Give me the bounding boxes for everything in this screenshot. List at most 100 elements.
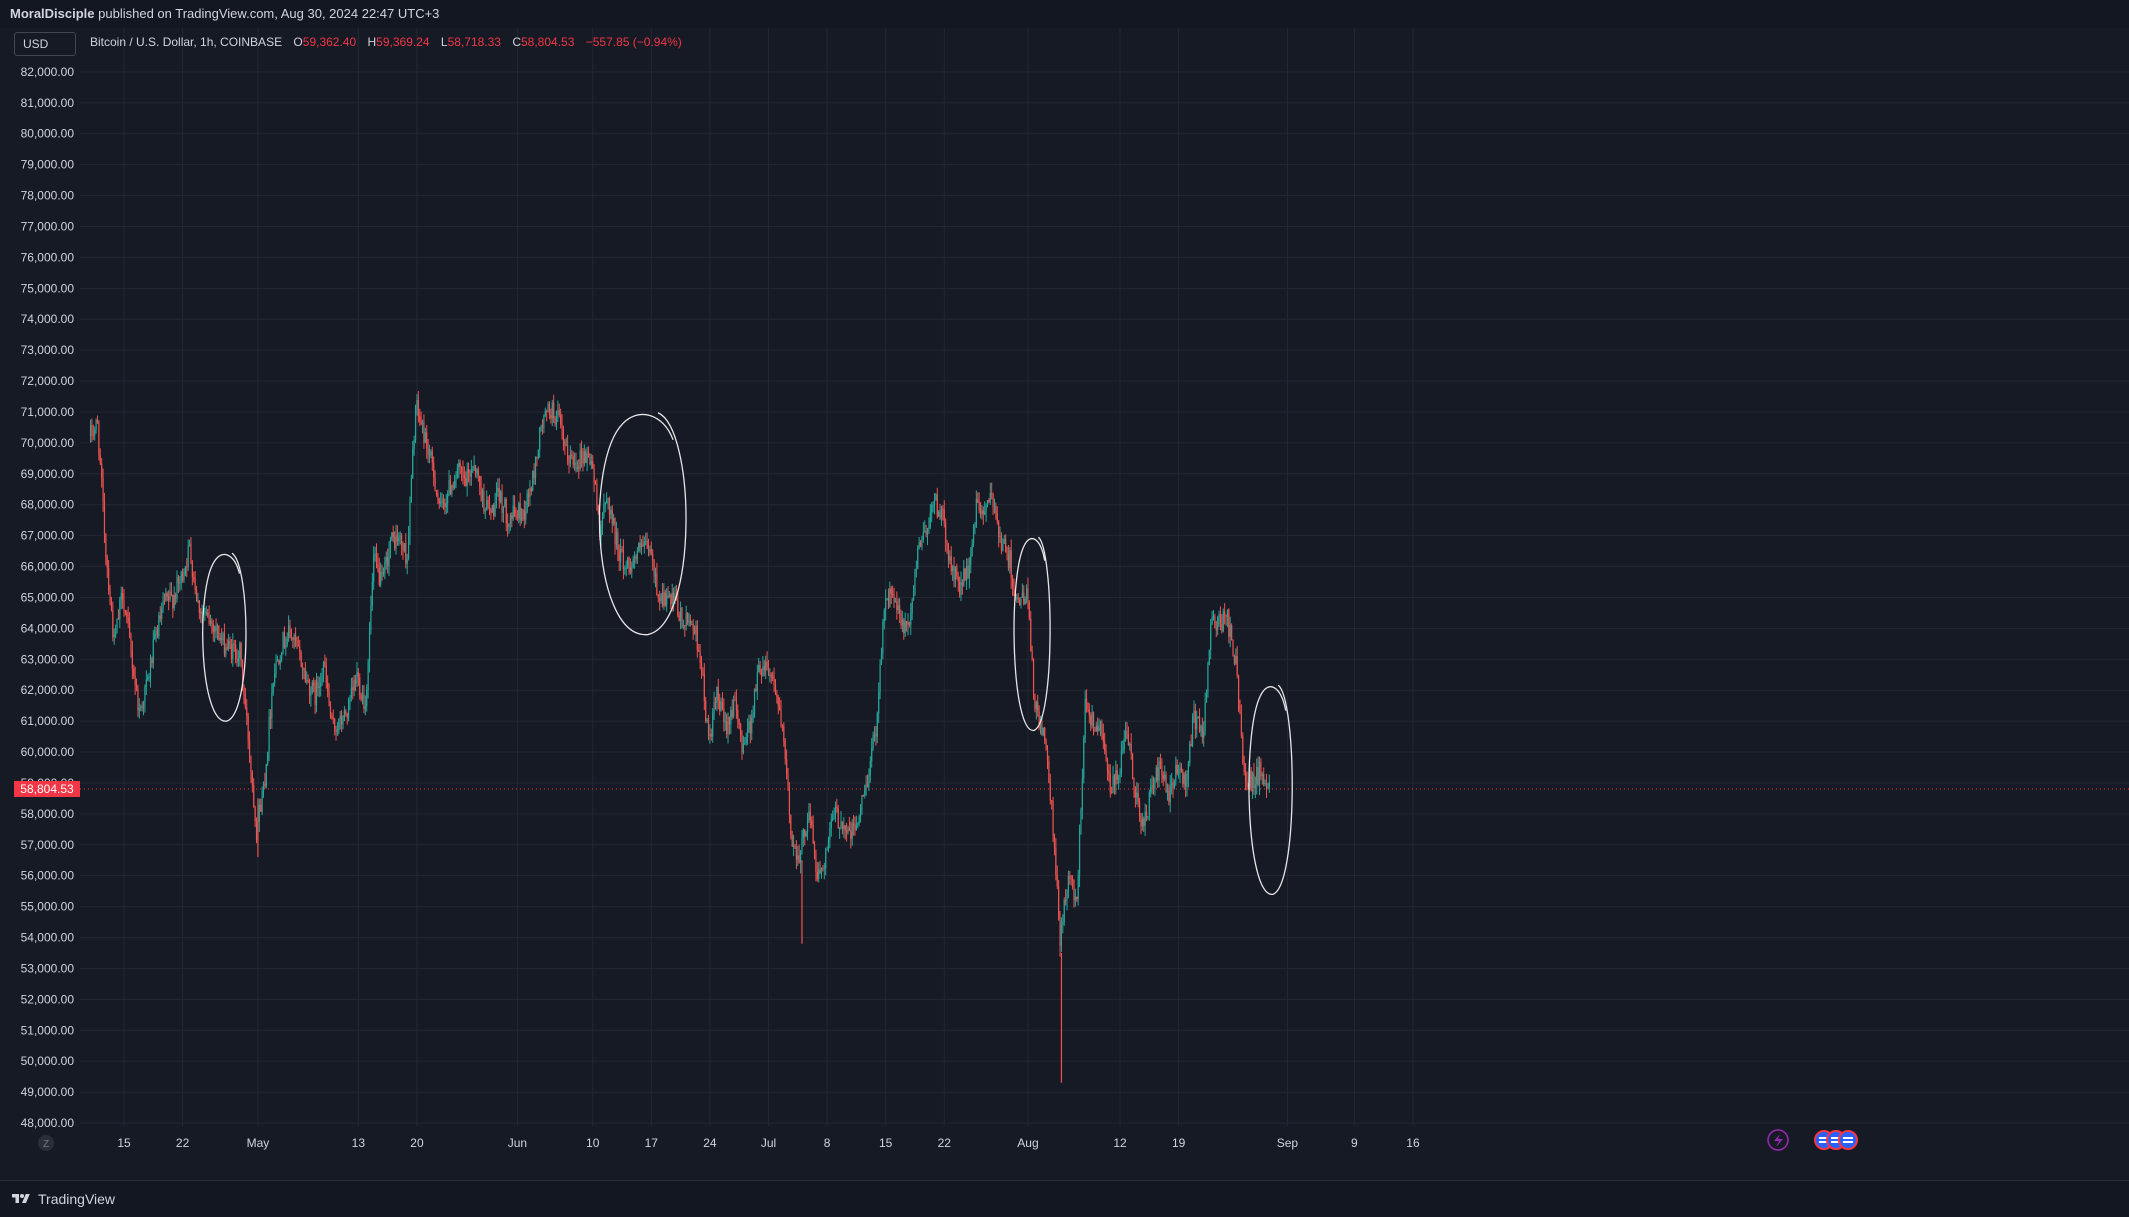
candle-up [826,848,828,851]
candle-down [1246,780,1248,785]
time-tick-label: Jun [508,1136,527,1150]
candle-down [501,491,503,513]
candle-down [283,631,286,648]
candle-up [883,610,885,622]
candle-up [663,592,665,607]
candle-down [92,435,94,437]
candle-down [696,625,698,651]
candle-down [105,533,107,558]
candle-up [476,469,478,474]
candle-down [1000,535,1003,551]
candle-up [140,706,142,708]
freehand-circle-drawing[interactable] [202,552,247,722]
price-chart[interactable]: 48,000.00 49,000.00 50,000.00 51,000.00 52,0… [0,28,2129,1180]
candle-down [106,557,108,569]
candle-down [628,557,630,567]
candle-down [1013,586,1015,591]
price-tick-label: 80,000.00 [21,127,75,141]
price-axis[interactable]: 48,000.00 49,000.00 50,000.00 51,000.00 52,0… [21,34,75,1130]
symbol-title: Bitcoin / U.S. Dollar, 1h, COINBASE [90,35,283,49]
candle-down [515,514,517,517]
candle-down [325,665,327,683]
candle-up [1098,727,1100,731]
candle-down [1231,625,1233,641]
candle-down [1085,698,1088,703]
candle-up [318,686,320,689]
candle-up [1147,816,1149,818]
freehand-circle-drawing[interactable] [1013,536,1051,732]
candle-down [1176,764,1178,774]
candle-down [186,566,188,568]
candle-up [161,608,163,619]
candle-up [539,427,541,450]
candle-down [862,795,864,797]
candle-up [1166,790,1169,793]
price-label-box [14,780,80,797]
flag-stripe [1831,1141,1841,1143]
freehand-circle-drawing[interactable] [1248,684,1293,895]
candle-up [695,625,697,634]
author-name[interactable]: MoralDisciple [10,6,95,21]
candle-down [378,567,380,585]
candle-up [388,548,390,567]
candle-down [246,707,248,716]
candle-up [643,542,645,547]
tradingview-logo-icon [12,1194,30,1203]
candle-down [168,596,170,601]
candle-up [742,743,744,753]
freehand-drawings[interactable] [202,412,1293,895]
candle-down [229,640,231,645]
candle-up [216,625,219,631]
candle-up [509,515,512,525]
candle-up [500,491,502,502]
candle-up [960,582,962,595]
candle-down [181,572,184,581]
candle-down [1145,811,1148,817]
candle-up [640,544,643,548]
candle-down [1238,675,1240,710]
candle-down [611,509,613,524]
candle-up [600,525,602,537]
candle-down [936,494,938,517]
candle-down [519,503,521,521]
candle-down [91,425,93,436]
candle-down [585,451,587,463]
candle-up [897,605,899,611]
candle-down [698,650,700,652]
candle-down [1028,602,1030,619]
candle-down [420,420,422,424]
candle-down [433,462,435,478]
candle-up [158,615,160,637]
candle-down [594,482,597,484]
low-value: 58,718.33 [447,35,501,49]
candle-down [777,697,779,707]
candle-down [498,487,500,502]
candle-down [1073,879,1075,901]
candle-down [426,432,428,449]
candle-down [1065,899,1067,901]
price-tick-label: 53,000.00 [21,961,75,975]
timezone-badge-icon [38,1135,54,1151]
candle-down [554,418,556,425]
candle-down [296,641,298,645]
candle-up [633,556,636,559]
candle-down [899,605,901,614]
freehand-circle-drawing[interactable] [598,412,687,636]
candle-down [1116,770,1118,780]
candle-up [274,673,276,684]
candle-up [237,658,239,663]
candle-up [353,680,355,691]
candle-down [1097,725,1099,731]
candle-up [275,661,277,674]
candle-up [152,639,154,664]
candle-up [1154,779,1156,789]
candle-down [377,563,379,568]
candle-up [1120,750,1123,774]
tradingview-brand[interactable]: TradingView [10,1191,115,1207]
time-axis[interactable]: 15 22 May 13 20 Jun 10 17 24 Jul 8 15 22 Aug 12 19 Sep 9 1… [38,1135,1420,1151]
price-tick-label: 50,000.00 [21,1054,75,1068]
candle-up [303,668,305,671]
currency-selector[interactable]: USD [14,32,76,56]
candle-down [493,504,495,517]
candle-down [1056,875,1058,887]
